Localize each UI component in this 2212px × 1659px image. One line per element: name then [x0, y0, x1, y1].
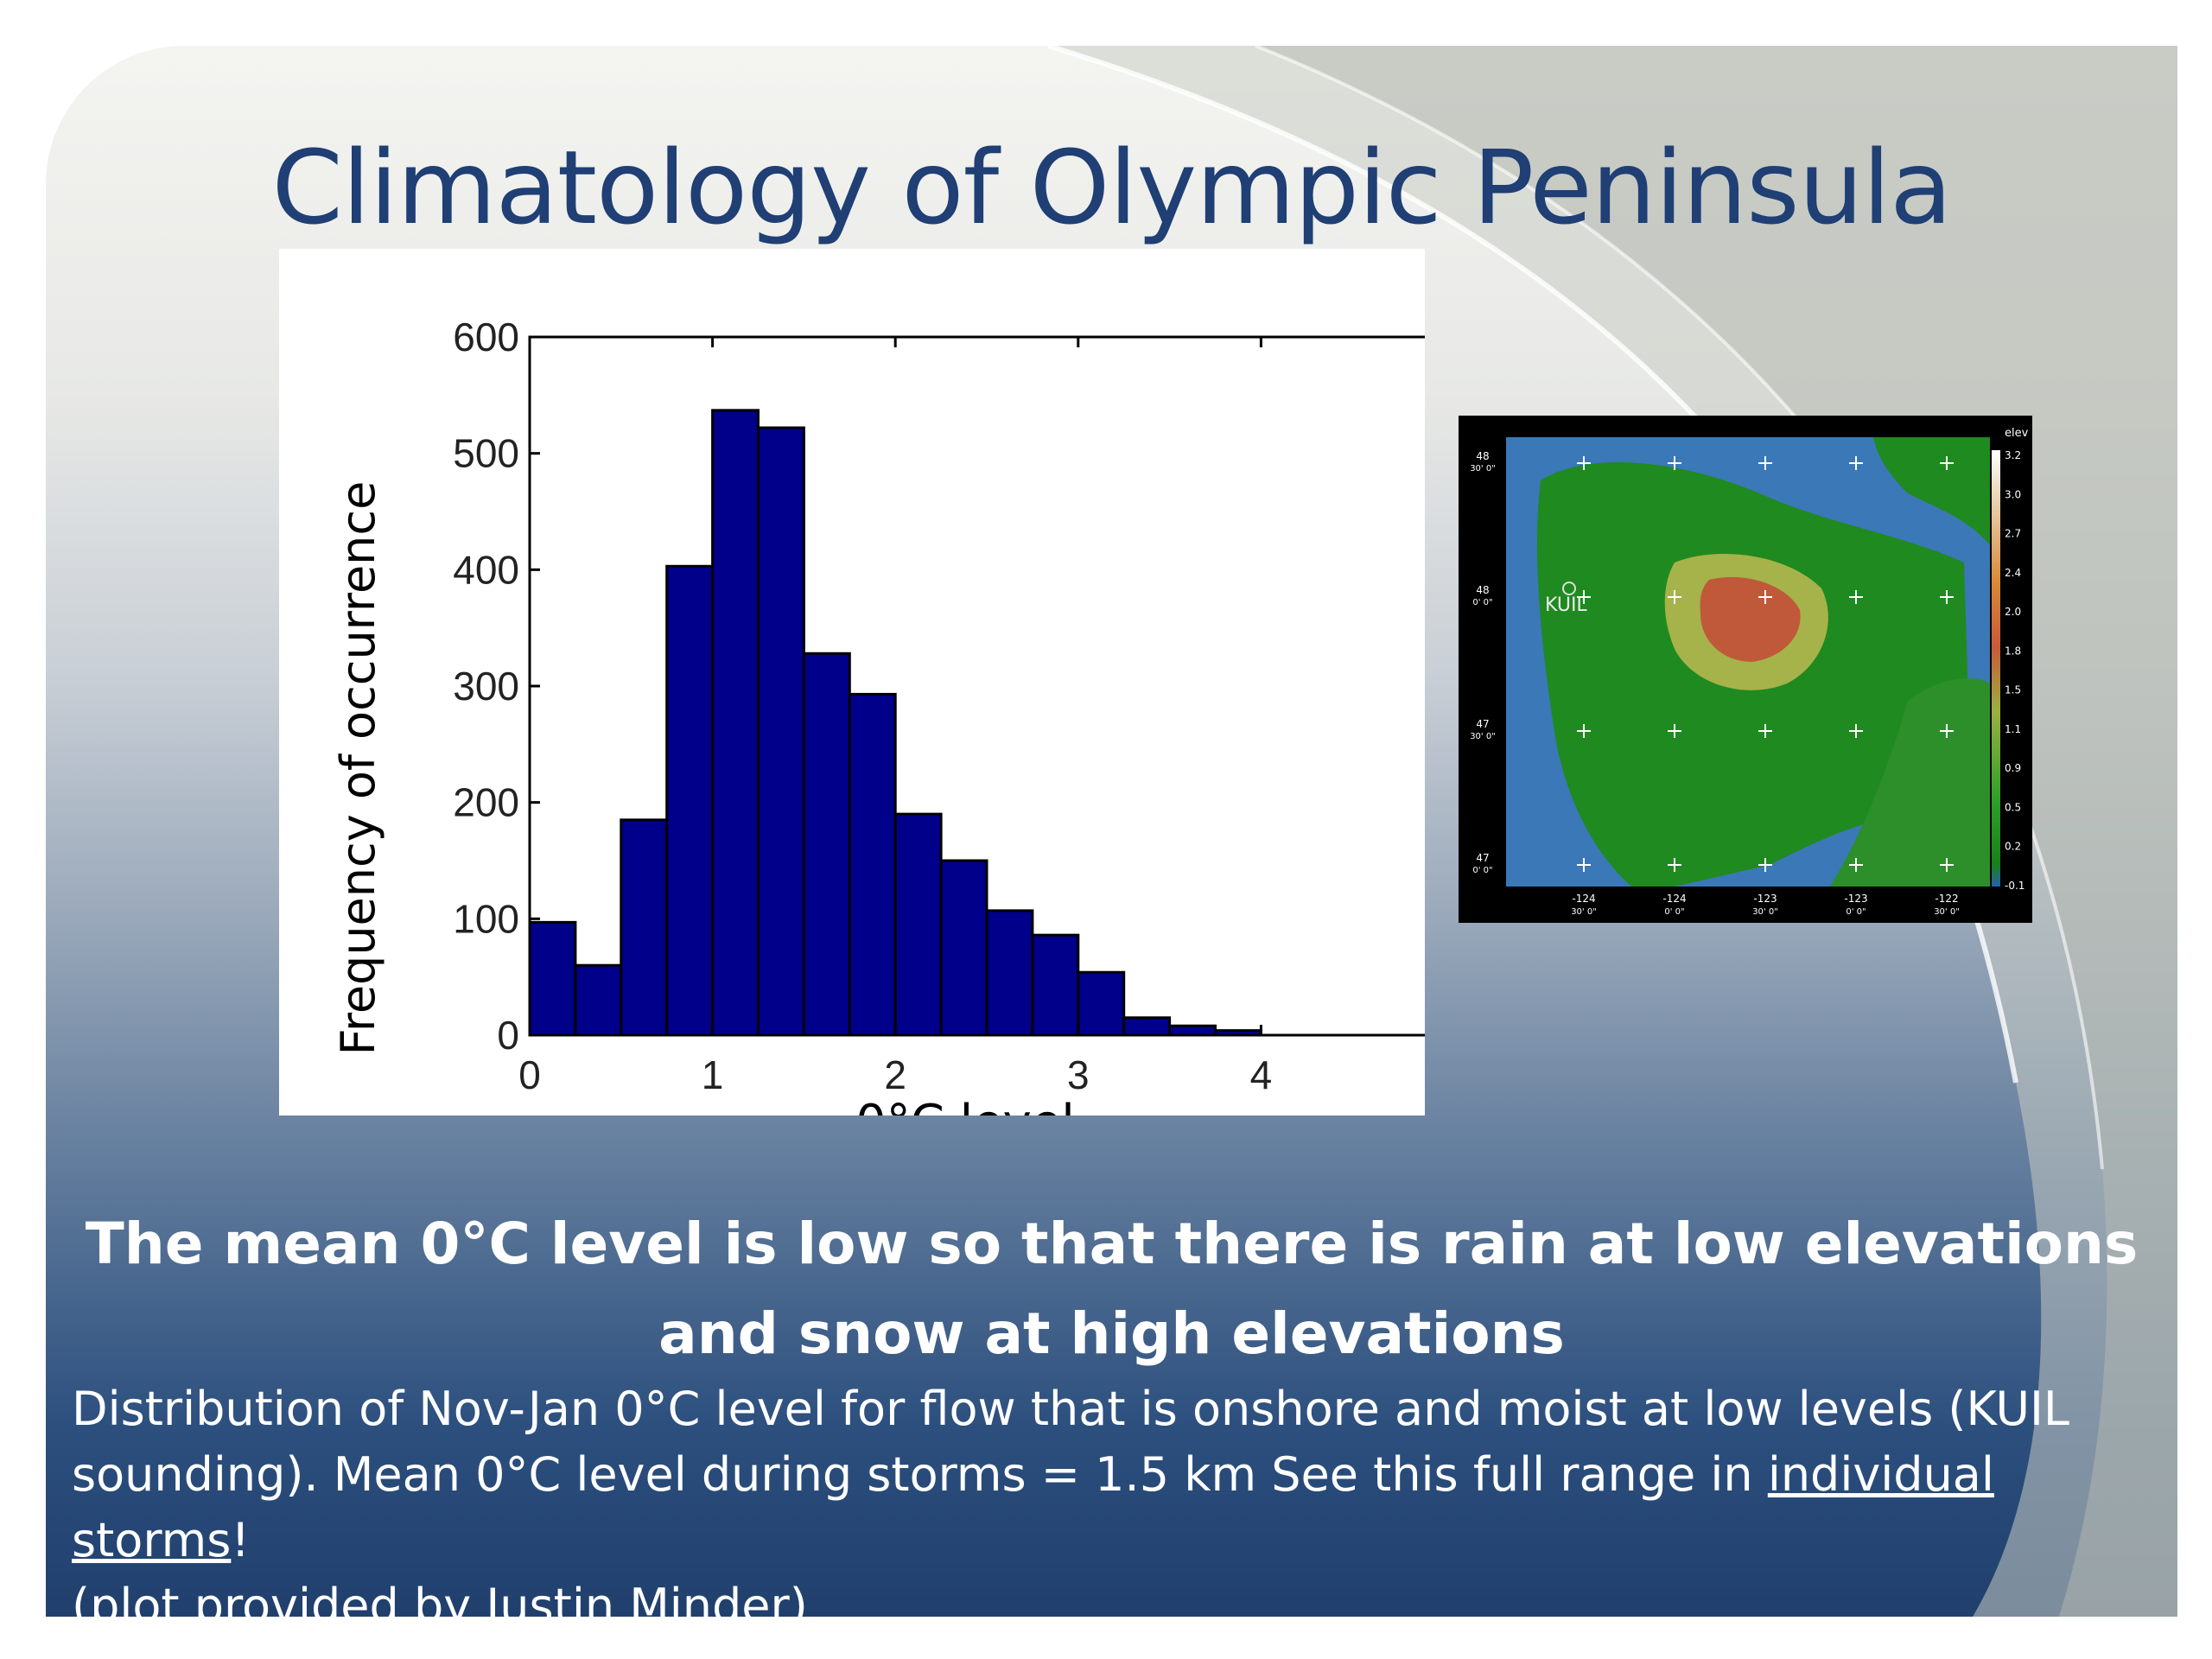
histogram-bar: [1077, 970, 1126, 1037]
graticule-cross: [1577, 590, 1591, 604]
histogram-bar: [1031, 933, 1080, 1037]
lon-label-deg: -123: [1844, 893, 1867, 905]
lat-label-deg: 48: [1476, 450, 1489, 462]
colorbar-tick-label: 1.8: [2005, 645, 2021, 657]
graticule-cross: [1577, 858, 1591, 872]
graticule-cross: [1758, 590, 1772, 604]
histogram-bar: [711, 409, 760, 1037]
graticule-cross: [1940, 456, 1954, 470]
colorbar-tick-label: 2.7: [2005, 528, 2021, 540]
colorbar: [1992, 450, 2000, 887]
histogram-bar: [1122, 1016, 1172, 1037]
lat-label-deg: 47: [1476, 718, 1489, 730]
lon-label-min: 30' 0": [1934, 907, 1960, 917]
y-tick-label: 500: [453, 431, 519, 476]
histogram-bar: [665, 564, 715, 1037]
graticule-cross: [1849, 724, 1863, 738]
lon-label-min: 0' 0": [1846, 907, 1866, 917]
y-tick-label: 100: [453, 896, 519, 941]
northeast-land: [1873, 437, 1990, 545]
colorbar-tick-label: 2.4: [2005, 567, 2021, 579]
caption-part2: !: [231, 1513, 250, 1567]
y-tick-label: 600: [453, 315, 519, 359]
caption-text: Distribution of Nov-Jan 0°C level for fl…: [72, 1376, 2145, 1617]
graticule-cross: [1577, 456, 1591, 470]
mountain-peaks: [1700, 576, 1801, 662]
station-marker: [1562, 582, 1576, 595]
graticule-cross: [1849, 858, 1863, 872]
lat-label-deg: 48: [1476, 584, 1489, 596]
colorbar-tick-label: 2.0: [2005, 606, 2021, 618]
lon-label-min: 30' 0": [1571, 907, 1597, 917]
graticule-cross: [1668, 858, 1681, 872]
colorbar-tick-label: 0.2: [2005, 841, 2021, 853]
x-tick-label: 2: [884, 1052, 906, 1097]
station-label: KUIL: [1545, 594, 1587, 616]
graticule-cross: [1849, 590, 1863, 604]
y-tick-label: 0: [497, 1013, 519, 1058]
graticule-cross: [1758, 858, 1772, 872]
headline-text: The mean 0°C level is low so that there …: [85, 1211, 2139, 1367]
colorbar-tick-label: 1.5: [2005, 684, 2021, 696]
graticule-cross: [1758, 724, 1772, 738]
graticule-cross: [1668, 724, 1681, 738]
histogram-bar: [848, 692, 897, 1037]
histogram-bar: [757, 426, 805, 1037]
x-tick-label: 0: [518, 1052, 541, 1097]
histogram-bar: [939, 859, 988, 1037]
histogram-chart: 01234501002003004005006000°C levelFreque…: [331, 315, 1425, 1116]
colorbar-title: elev: [2005, 427, 2029, 440]
histogram-bar: [893, 812, 943, 1037]
colorbar-tick-label: 3.2: [2005, 449, 2021, 461]
slide-background: Climatology of Olympic Peninsula 0 1 2 3 4 50…: [46, 46, 2177, 1617]
lon-label-deg: -123: [1753, 893, 1777, 905]
lat-label-min: 0' 0": [1472, 866, 1492, 875]
graticule-cross: [1940, 858, 1954, 872]
y-tick-label: 300: [453, 664, 519, 709]
x-axis-label: 0°C level: [855, 1095, 1075, 1116]
lat-label-deg: 47: [1476, 852, 1489, 864]
histogram-bar: [985, 909, 1034, 1037]
caption-part1: Distribution of Nov-Jan 0°C level for fl…: [72, 1382, 2069, 1502]
x-tick-label: 4: [1250, 1052, 1273, 1097]
histogram-bar: [574, 963, 623, 1037]
caption-credit: (plot provided by Justin Minder): [72, 1579, 808, 1617]
elevation-map-panel: 48 30' 0" 48 0' 0" 47 30' 0" 47 0' 0" -124 30' 0"…: [1459, 416, 2032, 923]
lat-label-min: 0' 0": [1472, 598, 1492, 607]
histogram-bar: [620, 818, 669, 1037]
graticule-cross: [1849, 456, 1863, 470]
lon-label-deg: -124: [1662, 893, 1686, 905]
colorbar-tick-label: 0.9: [2005, 762, 2021, 774]
colorbar-tick-label: 1.1: [2005, 723, 2021, 735]
histogram-bar: [1168, 1024, 1217, 1037]
lon-label-min: 30' 0": [1752, 907, 1778, 917]
y-tick-label: 400: [453, 547, 519, 592]
x-tick-label: 1: [702, 1052, 724, 1097]
graticule-cross: [1668, 456, 1681, 470]
lon-label-deg: -122: [1935, 893, 1958, 905]
graticule-cross: [1668, 590, 1681, 604]
individual-storms-link[interactable]: individual storms: [72, 1447, 1994, 1567]
lat-label-min: 30' 0": [1470, 464, 1496, 474]
graticule-cross: [1940, 590, 1954, 604]
histogram-bar: [802, 652, 851, 1037]
colorbar-tick-label: -0.1: [2005, 880, 2024, 892]
y-tick-label: 200: [453, 780, 519, 825]
graticule-cross: [1758, 456, 1772, 470]
lon-label-deg: -124: [1572, 893, 1595, 905]
y-axis-label: Frequency of occurrence: [331, 481, 385, 1056]
histogram-bar: [528, 920, 577, 1037]
lon-label-min: 0' 0": [1664, 907, 1684, 917]
graticule-cross: [1577, 724, 1591, 738]
lat-label-min: 30' 0": [1470, 732, 1496, 741]
elevation-map: 48 30' 0" 48 0' 0" 47 30' 0" 47 0' 0" -124 30' 0"…: [1470, 427, 2029, 917]
x-tick-label: 3: [1067, 1052, 1090, 1097]
slide-title: Climatology of Olympic Peninsula: [271, 128, 1953, 247]
colorbar-tick-label: 3.0: [2005, 488, 2021, 500]
histogram-panel: 01234501002003004005006000°C levelFreque…: [279, 249, 1425, 1116]
graticule-cross: [1940, 724, 1954, 738]
colorbar-tick-label: 0.5: [2005, 801, 2021, 813]
